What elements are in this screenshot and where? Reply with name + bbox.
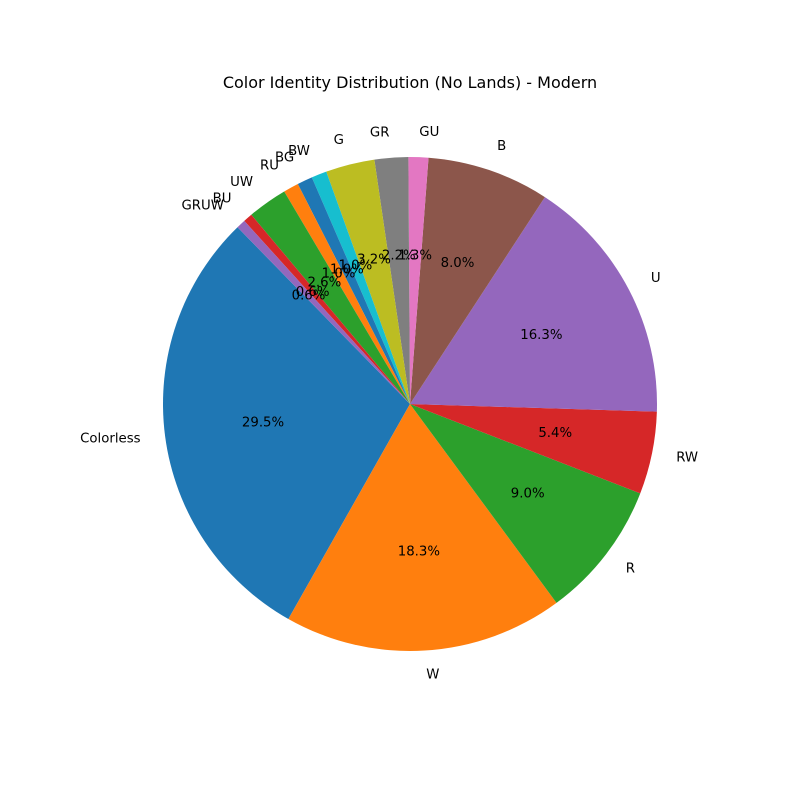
category-label-bg: BG xyxy=(275,151,294,166)
category-label-u: U xyxy=(651,271,661,286)
pie-slice-u xyxy=(410,197,657,412)
pie-slice-w xyxy=(288,404,557,651)
chart-title: Color Identity Distribution (No Lands) -… xyxy=(223,73,597,92)
category-label-bu: BU xyxy=(213,192,232,207)
category-label-uw: UW xyxy=(230,175,253,190)
percent-label-r: 9.0% xyxy=(511,487,545,502)
pie-slice-rw xyxy=(410,404,657,494)
percent-label-colorless: 29.5% xyxy=(242,416,284,431)
percent-label-w: 18.3% xyxy=(398,544,440,559)
pie-slice-colorless xyxy=(162,227,410,619)
percent-label-bw: 1.0% xyxy=(339,259,373,274)
category-label-gu: GU xyxy=(419,125,439,140)
pie-slice-gu xyxy=(408,157,429,404)
category-label-r: R xyxy=(626,562,635,577)
category-label-gr: GR xyxy=(370,126,390,141)
percent-label-bu: 0.6% xyxy=(296,285,330,300)
percent-label-uw: 2.6% xyxy=(307,276,341,291)
pie-slice-bw xyxy=(311,171,410,404)
percent-label-gr: 2.2% xyxy=(382,249,416,264)
pie-slice-b xyxy=(410,157,545,404)
pie-slice-uw xyxy=(251,191,410,404)
percent-label-u: 16.3% xyxy=(520,328,562,343)
percent-label-gruw: 0.6% xyxy=(292,289,326,304)
pie-slices xyxy=(162,157,657,651)
percent-label-b: 8.0% xyxy=(441,256,475,271)
percent-label-bg: 1.0% xyxy=(330,262,364,277)
percent-label-ru: 1.0% xyxy=(322,267,356,282)
category-label-g: G xyxy=(334,133,344,148)
pie-slice-bg xyxy=(297,177,410,404)
category-label-rw: RW xyxy=(676,451,698,466)
category-label-gruw: GRUW xyxy=(182,199,224,214)
pie-slice-gr xyxy=(374,157,410,404)
category-label-bw: BW xyxy=(288,144,310,159)
percent-label-gu: 1.3% xyxy=(398,248,432,263)
category-label-colorless: Colorless xyxy=(80,431,141,446)
percent-label-rw: 5.4% xyxy=(538,426,572,441)
pie-slice-r xyxy=(410,404,641,603)
pie-slice-ru xyxy=(284,183,410,404)
pie-slice-gruw xyxy=(237,220,410,404)
category-label-ru: RU xyxy=(260,158,279,173)
percent-labels: 29.5% 18.3% 9.0% 5.4% 16.3% 8.0% 1.3%2.2%3.2%1… xyxy=(242,248,572,559)
pie-slice-g xyxy=(326,159,410,404)
category-label-b: B xyxy=(497,139,506,154)
percent-label-g: 3.2% xyxy=(357,253,391,268)
category-label-w: W xyxy=(426,668,439,683)
pie-slice-bu xyxy=(244,214,410,404)
